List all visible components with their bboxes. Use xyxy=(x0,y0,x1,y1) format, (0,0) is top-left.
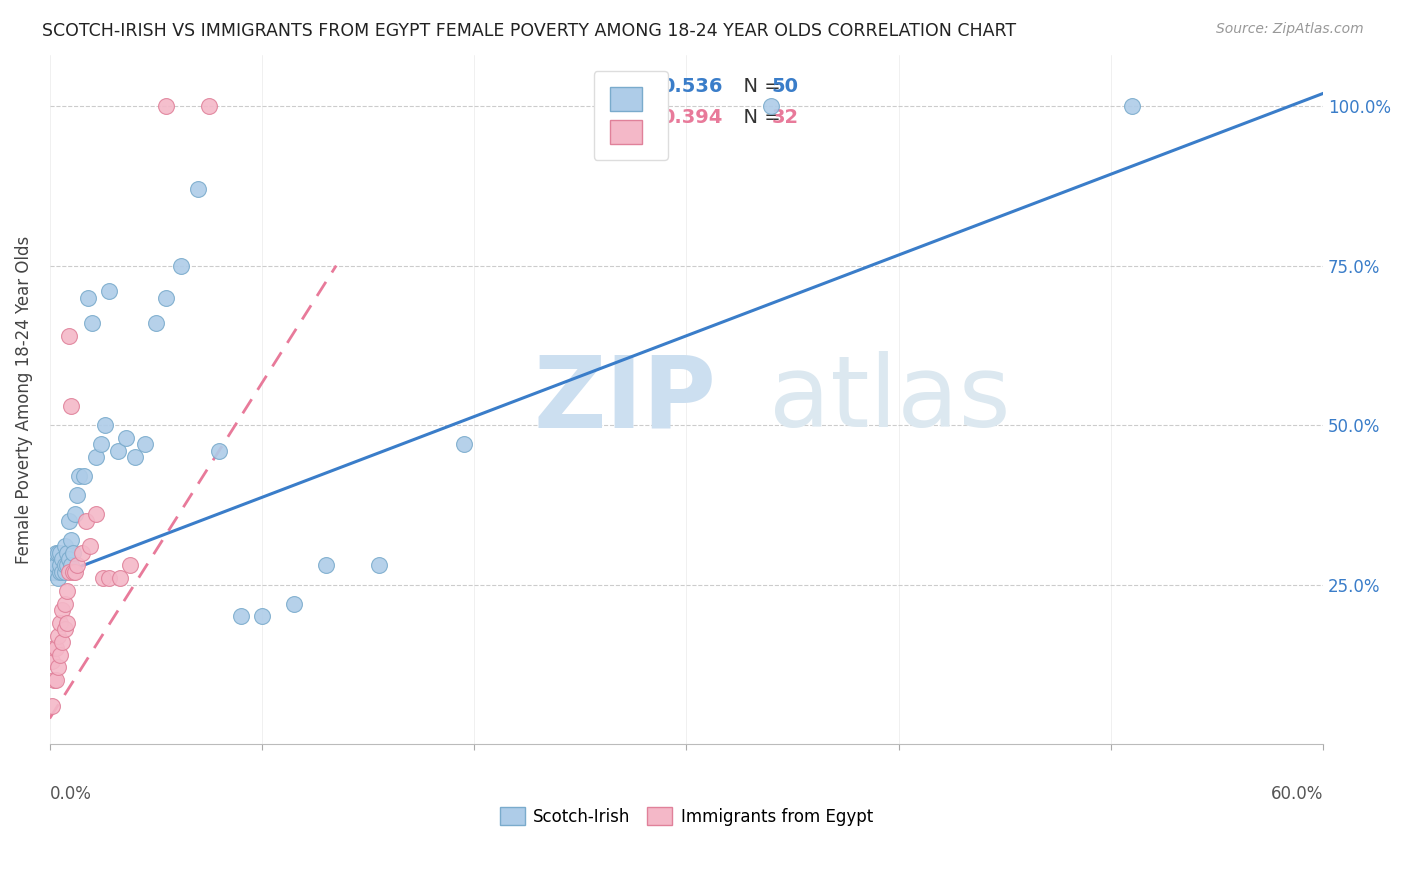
Point xyxy=(49,558,72,573)
Point xyxy=(49,648,72,662)
Point xyxy=(41,654,63,668)
Point xyxy=(45,565,67,579)
Point xyxy=(108,571,131,585)
Point xyxy=(62,546,84,560)
Text: Source: ZipAtlas.com: Source: ZipAtlas.com xyxy=(1216,22,1364,37)
Point xyxy=(67,469,90,483)
Point xyxy=(98,571,121,585)
Text: 50: 50 xyxy=(772,77,799,95)
Text: 0.394: 0.394 xyxy=(661,108,723,127)
Point xyxy=(46,571,69,585)
Point xyxy=(46,629,69,643)
Point xyxy=(55,615,77,630)
Text: N =: N = xyxy=(731,108,787,127)
Point xyxy=(120,558,142,573)
Point xyxy=(145,316,167,330)
Point xyxy=(53,597,76,611)
Point xyxy=(124,450,146,464)
Point xyxy=(70,546,93,560)
Point xyxy=(49,615,72,630)
Text: atlas: atlas xyxy=(769,351,1011,448)
Point xyxy=(51,565,73,579)
Point xyxy=(107,443,129,458)
Point xyxy=(79,539,101,553)
Point xyxy=(53,565,76,579)
Point xyxy=(66,558,89,573)
Point xyxy=(86,508,108,522)
Point xyxy=(53,539,76,553)
Text: 32: 32 xyxy=(772,108,799,127)
Point xyxy=(55,558,77,573)
Point xyxy=(51,603,73,617)
Text: R =: R = xyxy=(628,108,672,127)
Point xyxy=(453,437,475,451)
Point xyxy=(155,99,177,113)
Point xyxy=(45,558,67,573)
Point xyxy=(72,469,94,483)
Point xyxy=(155,291,177,305)
Point xyxy=(115,431,138,445)
Point xyxy=(46,546,69,560)
Point xyxy=(45,546,67,560)
Text: 0.0%: 0.0% xyxy=(49,785,91,804)
Point xyxy=(76,291,98,305)
Point xyxy=(63,508,86,522)
Point xyxy=(229,609,252,624)
Point xyxy=(134,437,156,451)
Point xyxy=(49,546,72,560)
Point xyxy=(51,552,73,566)
Point xyxy=(59,533,82,547)
Text: N =: N = xyxy=(731,77,787,95)
Point xyxy=(55,583,77,598)
Point xyxy=(51,635,73,649)
Point xyxy=(170,259,193,273)
Point xyxy=(86,450,108,464)
Point xyxy=(208,443,231,458)
Point xyxy=(98,284,121,298)
Point xyxy=(58,552,80,566)
Point xyxy=(82,316,104,330)
Point xyxy=(59,558,82,573)
Point xyxy=(49,565,72,579)
Point xyxy=(761,99,783,113)
Point xyxy=(42,558,65,573)
Point xyxy=(75,514,97,528)
Point xyxy=(42,565,65,579)
Point xyxy=(198,99,221,113)
Point xyxy=(41,698,63,713)
Point xyxy=(90,437,112,451)
Point xyxy=(283,597,305,611)
Text: ZIP: ZIP xyxy=(534,351,717,448)
Point xyxy=(367,558,389,573)
Point xyxy=(41,565,63,579)
Point xyxy=(58,514,80,528)
Text: SCOTCH-IRISH VS IMMIGRANTS FROM EGYPT FEMALE POVERTY AMONG 18-24 YEAR OLDS CORRE: SCOTCH-IRISH VS IMMIGRANTS FROM EGYPT FE… xyxy=(42,22,1017,40)
Point xyxy=(1121,99,1143,113)
Point xyxy=(53,558,76,573)
Y-axis label: Female Poverty Among 18-24 Year Olds: Female Poverty Among 18-24 Year Olds xyxy=(15,235,32,564)
Point xyxy=(42,641,65,656)
Point xyxy=(91,571,114,585)
Point xyxy=(315,558,337,573)
Text: R =: R = xyxy=(628,77,672,95)
Point xyxy=(46,660,69,674)
Point xyxy=(53,622,76,636)
Point xyxy=(58,565,80,579)
Text: 60.0%: 60.0% xyxy=(1271,785,1323,804)
Point xyxy=(66,488,89,502)
Point xyxy=(45,673,67,688)
Point xyxy=(62,565,84,579)
Point xyxy=(250,609,273,624)
Legend: Scotch-Irish, Immigrants from Egypt: Scotch-Irish, Immigrants from Egypt xyxy=(494,800,880,832)
Point xyxy=(42,673,65,688)
Point xyxy=(45,641,67,656)
Point xyxy=(63,565,86,579)
Point xyxy=(55,546,77,560)
Point xyxy=(94,418,117,433)
Point xyxy=(59,399,82,413)
Point xyxy=(58,328,80,343)
Text: 0.536: 0.536 xyxy=(661,77,723,95)
Point xyxy=(187,182,209,196)
